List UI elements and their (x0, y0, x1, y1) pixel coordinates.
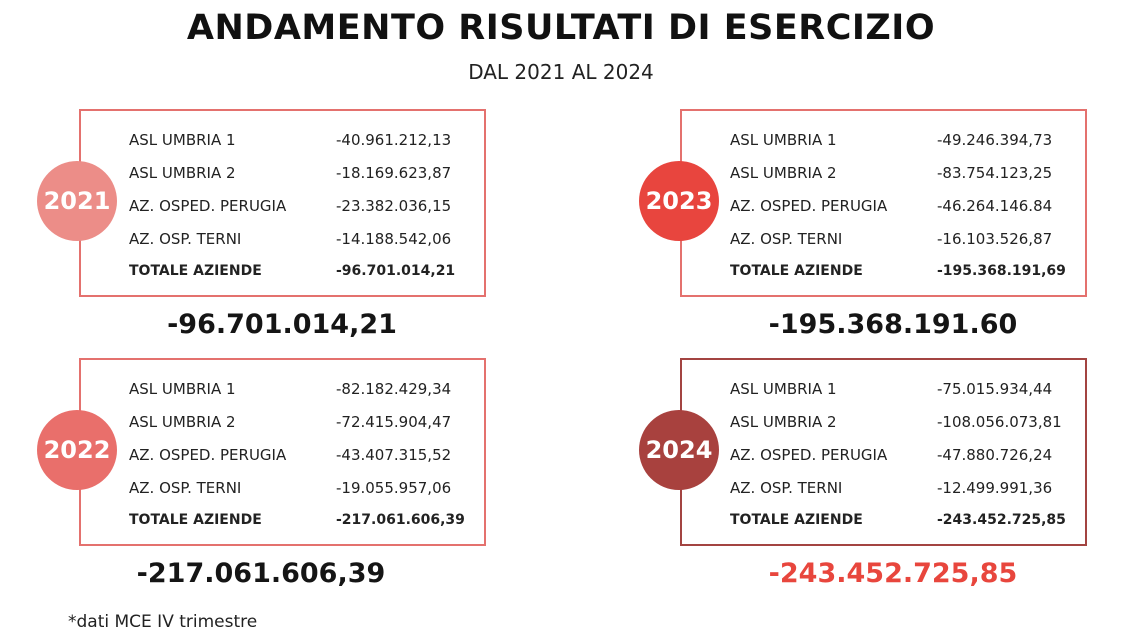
company-label: AZ. OSPED. PERUGIA (129, 197, 287, 215)
company-value: -47.880.726,24 (937, 446, 1053, 464)
company-label: ASL UMBRIA 1 (129, 131, 236, 149)
company-label: AZ. OSP. TERNI (730, 230, 843, 248)
company-label: ASL UMBRIA 1 (730, 380, 837, 398)
company-value: -83.754.123,25 (937, 164, 1053, 182)
year-card-2022: ASL UMBRIA 1 -82.182.429,34 ASL UMBRIA 2… (79, 358, 486, 546)
total-label: TOTALE AZIENDE (129, 263, 262, 279)
total-value: -217.061.606,39 (336, 512, 465, 528)
company-label: ASL UMBRIA 2 (129, 413, 236, 431)
company-value: -75.015.934,44 (937, 380, 1053, 398)
company-value: -14.188.542,06 (336, 230, 452, 248)
company-value: -18.169.623,87 (336, 164, 452, 182)
page-title: ANDAMENTO RISULTATI DI ESERCIZIO (186, 8, 936, 48)
company-value: -72.415.904,47 (336, 413, 452, 431)
company-value: -46.264.146.84 (937, 197, 1053, 215)
company-label: AZ. OSPED. PERUGIA (730, 446, 888, 464)
footnote: *dati MCE IV trimestre (68, 612, 258, 632)
company-label: AZ. OSPED. PERUGIA (129, 446, 287, 464)
company-value: -23.382.036,15 (336, 197, 452, 215)
company-label: AZ. OSP. TERNI (730, 479, 843, 497)
year-badge-2022: 2022 (37, 410, 117, 490)
year-badge-2023: 2023 (639, 161, 719, 241)
company-label: ASL UMBRIA 1 (730, 131, 837, 149)
year-card-2023: ASL UMBRIA 1 -49.246.394,73 ASL UMBRIA 2… (680, 109, 1087, 297)
total-label: TOTALE AZIENDE (129, 512, 262, 528)
total-label: TOTALE AZIENDE (730, 512, 863, 528)
grand-total-2022: -217.061.606,39 (136, 558, 386, 589)
total-label: TOTALE AZIENDE (730, 263, 863, 279)
year-badge-2021: 2021 (37, 161, 117, 241)
company-label: AZ. OSP. TERNI (129, 479, 242, 497)
grand-total-2024: -243.452.725,85 (768, 558, 1018, 589)
company-label: ASL UMBRIA 2 (129, 164, 236, 182)
company-value: -49.246.394,73 (937, 131, 1053, 149)
total-value: -96.701.014,21 (336, 263, 456, 279)
year-badge-2024: 2024 (639, 410, 719, 490)
page-subtitle: DAL 2021 AL 2024 (468, 60, 654, 84)
year-card-2024: ASL UMBRIA 1 -75.015.934,44 ASL UMBRIA 2… (680, 358, 1087, 546)
company-value: -40.961.212,13 (336, 131, 452, 149)
company-label: ASL UMBRIA 2 (730, 413, 837, 431)
grand-total-2023: -195.368.191.60 (768, 309, 1018, 340)
company-label: AZ. OSP. TERNI (129, 230, 242, 248)
total-value: -195.368.191,69 (937, 263, 1066, 279)
company-value: -43.407.315,52 (336, 446, 452, 464)
company-value: -16.103.526,87 (937, 230, 1053, 248)
company-label: AZ. OSPED. PERUGIA (730, 197, 888, 215)
company-value: -108.056.073,81 (937, 413, 1062, 431)
year-card-2021: ASL UMBRIA 1 -40.961.212,13 ASL UMBRIA 2… (79, 109, 486, 297)
grand-total-2021: -96.701.014,21 (167, 309, 397, 340)
company-value: -82.182.429,34 (336, 380, 452, 398)
company-value: -12.499.991,36 (937, 479, 1053, 497)
total-value: -243.452.725,85 (937, 512, 1066, 528)
company-label: ASL UMBRIA 1 (129, 380, 236, 398)
company-value: -19.055.957,06 (336, 479, 452, 497)
company-label: ASL UMBRIA 2 (730, 164, 837, 182)
